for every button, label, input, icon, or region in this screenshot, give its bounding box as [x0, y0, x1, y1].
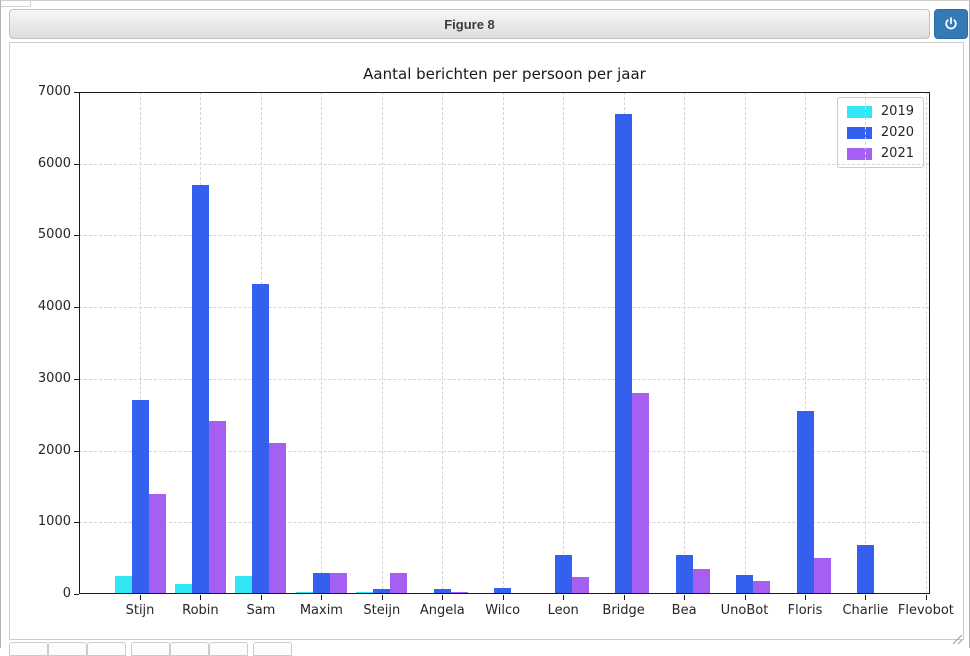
toolbar-button[interactable] [48, 642, 87, 656]
tab-remnant [1, 1, 31, 7]
figure-title: Figure 8 [444, 16, 495, 32]
toolbar-button[interactable] [9, 642, 48, 656]
toolbar-button[interactable] [253, 642, 292, 656]
toolbar-button[interactable] [170, 642, 209, 656]
figure-canvas[interactable] [9, 42, 964, 640]
toolbar-button[interactable] [131, 642, 170, 656]
toolbar-button[interactable] [87, 642, 126, 656]
close-figure-button[interactable] [934, 9, 968, 39]
power-icon [943, 16, 959, 32]
resize-grip-icon[interactable] [952, 630, 963, 645]
toolbar-button[interactable] [209, 642, 248, 656]
figure-titlebar: Figure 8 [9, 9, 930, 39]
